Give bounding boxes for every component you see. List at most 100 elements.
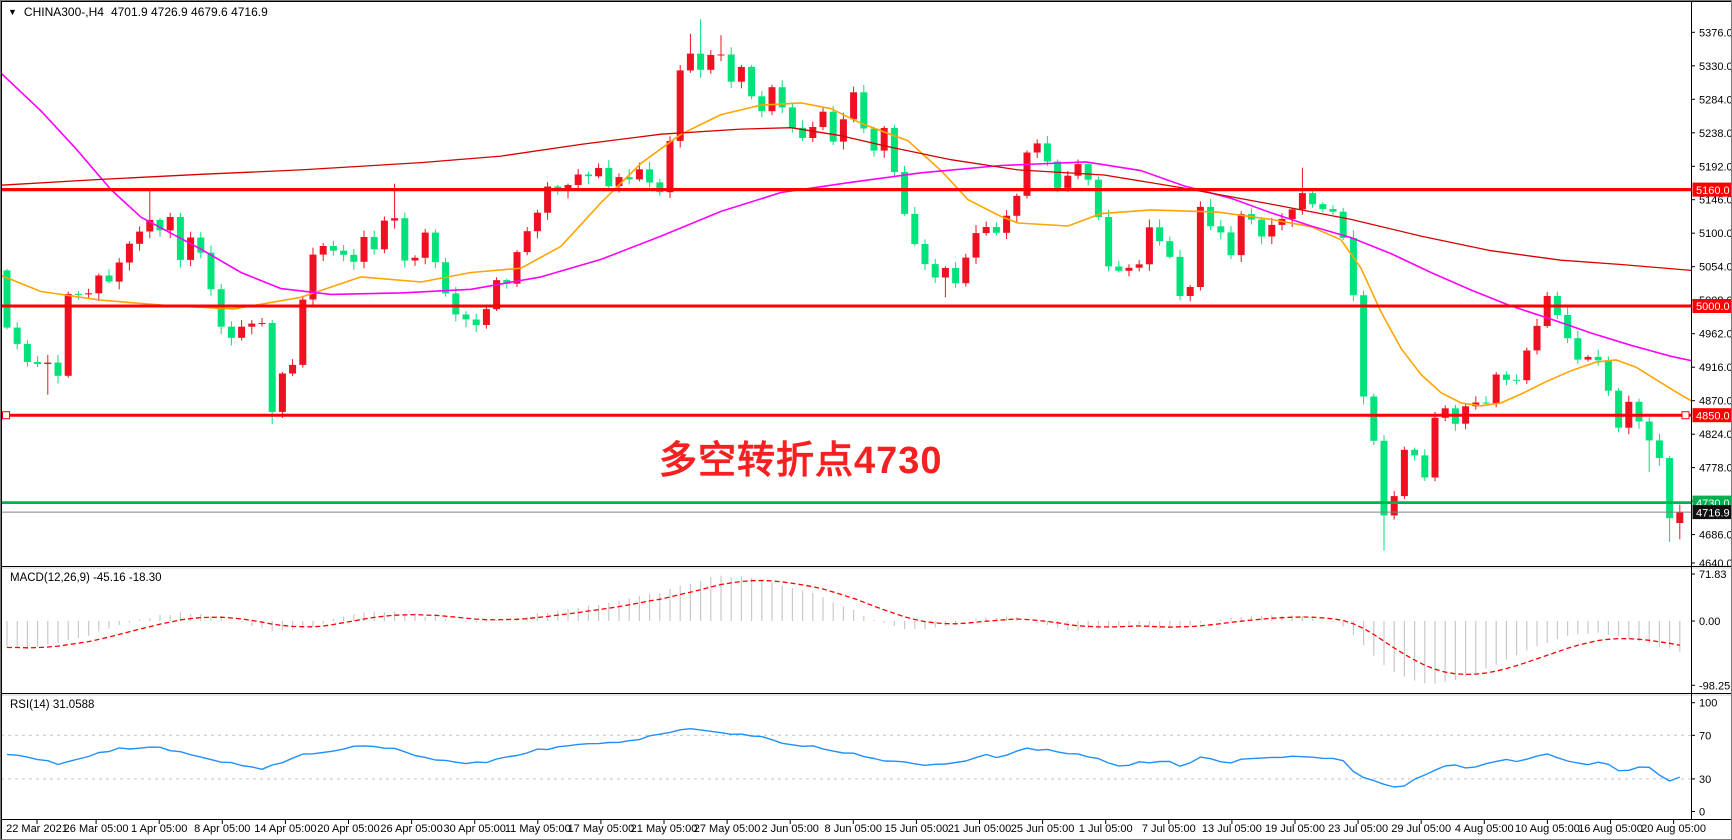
x-tick-label: 26 Mar 05:00 <box>64 823 129 835</box>
price-level-label-4716.9[interactable] <box>1692 505 1732 520</box>
candle <box>187 231 195 266</box>
candle <box>1594 349 1602 366</box>
candle <box>748 64 756 100</box>
price-level-label-text: 4850.0 <box>1696 410 1730 422</box>
candle <box>268 319 276 424</box>
candle <box>125 241 133 271</box>
candle <box>85 288 93 298</box>
candle <box>248 320 256 335</box>
symbol-info-bar[interactable]: ▼ CHINA300-,H4 4701.9 4726.9 4679.6 4716… <box>8 5 268 19</box>
candle <box>574 169 582 191</box>
price-level-label-5160.0[interactable] <box>1692 182 1732 197</box>
candle <box>1421 449 1429 481</box>
candle <box>309 247 317 308</box>
ma-magenta-line <box>1 72 1691 362</box>
line-handle-left[interactable] <box>2 411 10 420</box>
candle <box>1115 260 1123 273</box>
ma-orange-line <box>1 102 1691 407</box>
candle <box>95 273 103 301</box>
candle <box>74 291 82 300</box>
candle <box>697 19 705 78</box>
price-axis[interactable]: 5376.0 5330.0 5284.0 5238.0 5192.0 5146.0 5100… <box>1691 27 1732 819</box>
candle <box>982 221 990 236</box>
candle <box>1543 291 1551 328</box>
candle <box>1492 372 1500 408</box>
candle <box>544 182 552 220</box>
candle <box>758 91 766 118</box>
candle <box>1186 284 1194 302</box>
candle <box>1513 374 1521 385</box>
ma-red-line <box>1 127 1691 272</box>
y-tick-label: 4870.0 <box>1699 396 1732 408</box>
candle <box>1380 435 1388 551</box>
rsi-panel[interactable] <box>1 728 1691 788</box>
candle <box>166 212 174 239</box>
price-level-label-text: 5160.0 <box>1696 185 1730 197</box>
candle <box>778 80 786 114</box>
candle <box>197 232 205 259</box>
candle <box>23 340 31 367</box>
candle <box>1441 405 1449 422</box>
candle <box>768 84 776 116</box>
price-level-label-5000.0[interactable] <box>1692 299 1732 313</box>
candle <box>472 313 480 332</box>
y-tick-label: 5330.0 <box>1699 61 1732 73</box>
x-tick-label: 22 Mar 2021 <box>6 823 68 835</box>
candle <box>1003 210 1011 239</box>
annotation-text[interactable]: 多空转折点4730 <box>659 440 943 482</box>
candle <box>890 125 898 178</box>
candle <box>921 239 929 271</box>
main-price-panel[interactable] <box>1 19 1691 551</box>
candle <box>829 105 837 146</box>
candle <box>962 253 970 287</box>
macd-axis-label: 0.00 <box>1699 616 1720 628</box>
candle <box>380 216 388 254</box>
candle <box>1258 217 1266 245</box>
candle <box>1666 455 1674 542</box>
candle <box>1676 504 1684 540</box>
candle <box>115 258 123 290</box>
candle <box>1135 260 1143 272</box>
x-tick-label: 26 Apr 05:00 <box>380 823 442 835</box>
y-tick-label: 5376.0 <box>1699 27 1732 39</box>
candle <box>839 112 847 150</box>
candle <box>686 33 694 73</box>
candle <box>258 318 266 327</box>
candle <box>431 229 439 268</box>
y-tick-label: 5192.0 <box>1699 161 1732 173</box>
x-tick-label: 14 Apr 05:00 <box>254 823 316 835</box>
candle <box>799 120 807 142</box>
y-tick-label: 4916.0 <box>1699 362 1732 374</box>
x-tick-label: 23 Jul 05:00 <box>1328 823 1388 835</box>
price-level-label-4850.0[interactable] <box>1692 408 1732 423</box>
rsi-axis-label: 100 <box>1699 698 1717 710</box>
candle <box>360 230 368 269</box>
candle <box>707 50 715 74</box>
x-tick-label: 11 May 05:00 <box>505 823 571 835</box>
candle <box>533 209 541 239</box>
candle <box>727 47 735 88</box>
rsi-axis-label: 0 <box>1699 807 1705 819</box>
macd-panel[interactable] <box>6 575 1681 684</box>
candle <box>992 222 1000 236</box>
candle <box>666 136 674 198</box>
candle <box>34 356 42 367</box>
x-tick-label: 1 Apr 05:00 <box>131 823 187 835</box>
candle <box>1349 230 1357 302</box>
candle <box>1145 219 1153 271</box>
x-tick-label: 20 Aug 05:00 <box>1641 823 1706 835</box>
x-tick-label: 4 Aug 05:00 <box>1455 823 1514 835</box>
chevron-down-icon[interactable]: ▼ <box>8 6 17 17</box>
candle <box>1370 393 1378 445</box>
candle <box>1533 318 1541 355</box>
y-tick-label: 5146.0 <box>1699 195 1732 207</box>
y-tick-label: 4962.0 <box>1699 329 1732 341</box>
candle <box>1237 211 1245 262</box>
line-handle-right[interactable] <box>1681 411 1690 420</box>
candle <box>941 266 949 298</box>
candle <box>421 229 429 265</box>
x-tick-label: 8 Jun 05:00 <box>825 823 883 835</box>
candle <box>1411 447 1419 461</box>
